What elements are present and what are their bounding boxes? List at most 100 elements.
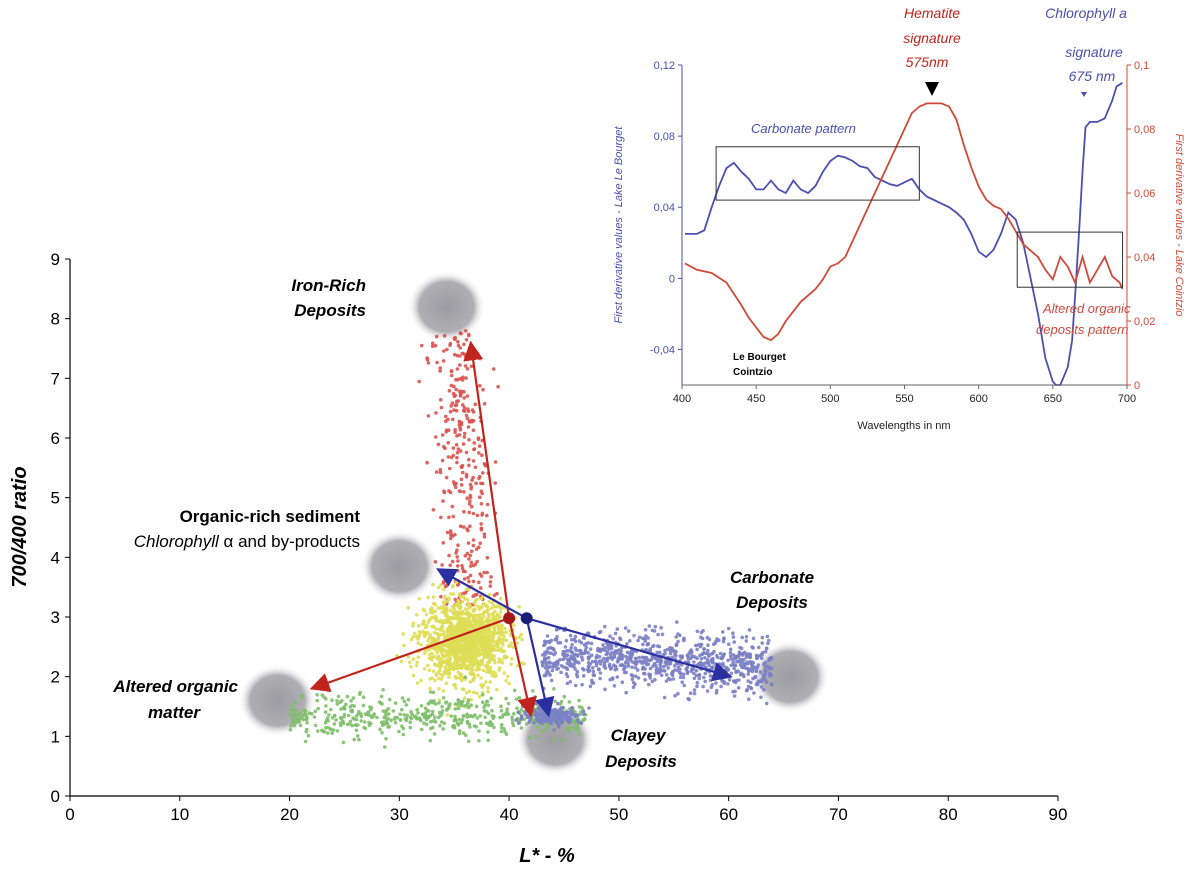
scatter-point-carbonate xyxy=(615,660,620,664)
scatter-point-iron xyxy=(440,433,445,437)
scatter-point-organic xyxy=(466,665,471,669)
scatter-point-altered xyxy=(339,707,343,711)
scatter-point-iron xyxy=(450,401,455,405)
scatter-point-iron xyxy=(477,476,481,481)
scatter-point-iron xyxy=(442,334,447,338)
scatter-point-altered xyxy=(433,715,437,720)
scatter-point-altered xyxy=(433,702,438,706)
scatter-point-carbonate xyxy=(660,632,665,637)
scatter-point-altered xyxy=(316,729,320,733)
scatter-point-organic xyxy=(476,648,481,653)
scatter-point-altered xyxy=(384,736,388,741)
blue-trend-arrow xyxy=(526,617,733,682)
scatter-point-clay xyxy=(527,720,531,724)
inset-right-axis-label: First derivative values - Lake Cointzio xyxy=(1173,134,1185,317)
scatter-point-iron xyxy=(454,551,458,555)
scatter-point-iron xyxy=(468,573,473,578)
scatter-point-altered xyxy=(324,704,328,708)
scatter-point-iron xyxy=(446,417,450,422)
scatter-point-altered xyxy=(305,717,309,721)
scatter-point-iron xyxy=(473,465,478,470)
scatter-point-organic xyxy=(488,647,493,651)
scatter-point-altered xyxy=(345,694,350,699)
inset-right-tick-label: 0,08 xyxy=(1134,124,1155,136)
scatter-point-altered xyxy=(346,713,351,718)
scatter-point-altered xyxy=(477,739,481,743)
scatter-point-carbonate xyxy=(685,671,690,675)
scatter-point-altered xyxy=(468,725,472,729)
altered-label-line1: Altered organic xyxy=(112,677,238,696)
scatter-point-carbonate xyxy=(673,693,677,698)
scatter-point-altered xyxy=(448,702,452,706)
scatter-point-organic xyxy=(441,587,446,592)
scatter-point-carbonate xyxy=(708,678,713,682)
scatter-point-iron xyxy=(417,379,422,384)
scatter-point-iron xyxy=(459,483,464,487)
scatter-point-carbonate xyxy=(746,679,750,683)
scatter-point-altered xyxy=(504,696,508,701)
scatter-point-carbonate xyxy=(679,672,683,676)
scatter-point-carbonate xyxy=(718,651,723,656)
scatter-point-altered xyxy=(533,695,537,699)
scatter-point-altered xyxy=(351,696,356,700)
scatter-point-carbonate xyxy=(631,685,636,689)
scatter-point-organic xyxy=(479,676,483,680)
scatter-point-carbonate xyxy=(716,655,720,660)
inset-background xyxy=(603,60,1197,440)
scatter-point-altered xyxy=(405,713,410,718)
scatter-point-organic xyxy=(498,610,503,614)
scatter-point-carbonate xyxy=(732,640,736,644)
scatter-point-organic xyxy=(481,612,486,616)
scatter-point-clay xyxy=(569,711,573,716)
scatter-point-altered xyxy=(489,723,493,728)
scatter-point-carbonate xyxy=(618,636,622,640)
hematite-label-line3: 575nm xyxy=(906,54,949,70)
scatter-point-carbonate xyxy=(564,638,569,643)
scatter-point-altered xyxy=(480,700,485,704)
scatter-point-organic xyxy=(425,663,430,668)
scatter-point-altered xyxy=(332,714,337,718)
scatter-point-altered xyxy=(315,693,319,697)
scatter-point-carbonate xyxy=(635,668,640,672)
scatter-point-carbonate xyxy=(646,682,651,687)
scatter-point-iron xyxy=(434,435,438,439)
scatter-point-carbonate xyxy=(655,659,660,664)
scatter-point-organic xyxy=(491,670,496,674)
scatter-point-carbonate xyxy=(648,647,653,651)
scatter-point-iron xyxy=(471,579,476,584)
scatter-point-altered xyxy=(483,715,487,720)
scatter-point-altered xyxy=(348,721,352,726)
scatter-point-iron xyxy=(444,583,449,588)
scatter-point-altered xyxy=(453,714,457,719)
scatter-point-carbonate xyxy=(664,672,669,677)
scatter-point-iron xyxy=(456,447,461,451)
scatter-point-altered xyxy=(492,725,496,730)
scatter-point-organic xyxy=(485,644,490,649)
scatter-point-organic xyxy=(416,634,420,638)
scatter-point-carbonate xyxy=(551,646,555,651)
scatter-point-carbonate xyxy=(732,666,736,671)
scatter-point-organic xyxy=(399,659,404,664)
scatter-point-carbonate xyxy=(607,642,612,647)
scatter-point-clay xyxy=(552,728,556,732)
scatter-point-organic xyxy=(454,686,458,690)
scatter-point-organic xyxy=(476,673,480,677)
scatter-point-organic xyxy=(448,642,453,647)
scatter-point-carbonate xyxy=(760,635,765,640)
scatter-point-clay xyxy=(573,713,578,717)
inset-x-tick-label: 550 xyxy=(895,393,913,405)
scatter-point-carbonate xyxy=(570,637,574,642)
scatter-point-organic xyxy=(422,634,427,639)
scatter-point-carbonate xyxy=(678,675,683,680)
scatter-point-iron xyxy=(453,352,457,357)
scatter-point-altered xyxy=(401,732,406,737)
scatter-point-organic xyxy=(498,604,502,609)
scatter-point-carbonate xyxy=(561,653,565,657)
scatter-point-iron xyxy=(471,459,476,463)
scatter-point-iron xyxy=(481,387,485,392)
scatter-point-carbonate xyxy=(611,637,615,641)
scatter-point-carbonate xyxy=(736,659,741,664)
scatter-point-iron xyxy=(465,551,470,556)
scatter-point-altered xyxy=(460,717,465,722)
y-axis-label: 700/400 ratio xyxy=(9,466,31,587)
